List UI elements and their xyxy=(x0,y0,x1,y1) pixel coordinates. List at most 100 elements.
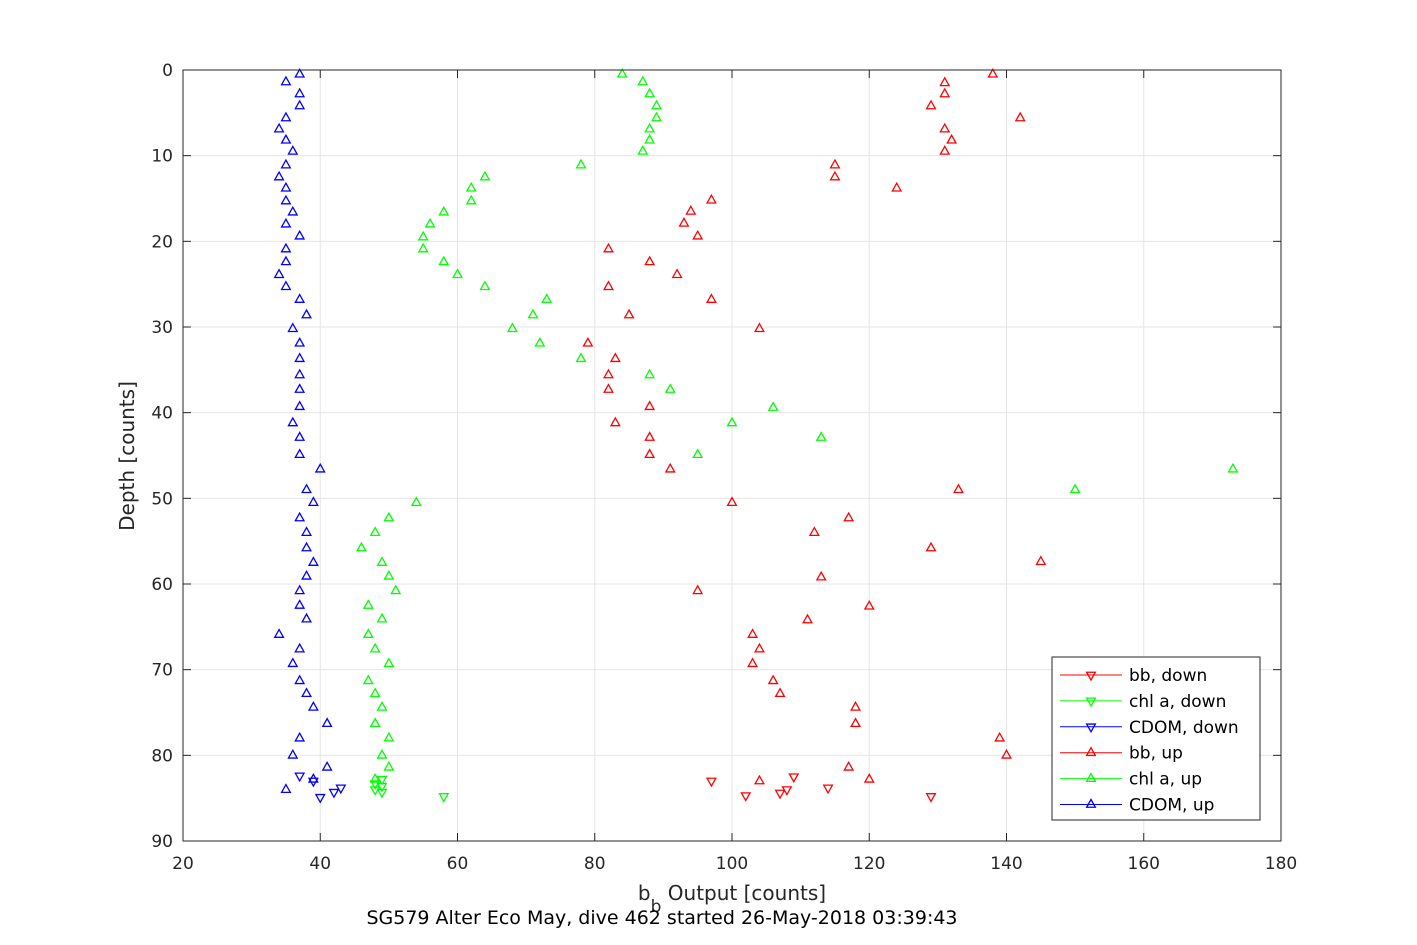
data-point-chl-a-up xyxy=(355,541,367,552)
data-point-chl-a-up xyxy=(383,569,395,580)
data-point-chl-a-down xyxy=(376,788,388,799)
data-point-bb-up xyxy=(1001,749,1012,759)
data-point-bb-up xyxy=(747,657,759,668)
data-point-chl-a-down xyxy=(369,786,381,796)
data-point-bb-up xyxy=(829,158,841,169)
data-point-cdom-up xyxy=(294,368,306,379)
data-point-cdom-up xyxy=(280,194,292,205)
data-point-bb-up xyxy=(815,570,827,581)
y-tick-label: 10 xyxy=(151,147,173,167)
x-tick-label: 160 xyxy=(1128,854,1160,874)
data-point-chl-a-up xyxy=(726,416,738,427)
data-point-chl-a-up xyxy=(575,352,587,363)
data-point-cdom-up xyxy=(294,229,306,240)
data-point-cdom-up xyxy=(280,75,292,86)
data-point-bb-up xyxy=(609,416,621,427)
data-point-chl-a-up xyxy=(479,280,491,291)
x-axis-label: bb Output [counts] xyxy=(638,881,826,917)
data-point-cdom-up xyxy=(273,170,285,181)
data-point-cdom-up xyxy=(287,322,299,333)
data-point-chl-a-up xyxy=(390,584,402,595)
data-point-bb-up xyxy=(609,352,621,363)
data-point-chl-a-up xyxy=(637,75,649,86)
data-point-cdom-up xyxy=(280,133,292,144)
series-bb-down xyxy=(705,773,937,803)
data-point-bb-up xyxy=(678,217,690,227)
data-point-bb-up xyxy=(939,122,951,133)
data-point-cdom-up xyxy=(321,717,333,728)
data-point-cdom-up xyxy=(294,674,306,685)
data-point-chl-a-up xyxy=(1069,483,1081,494)
data-point-cdom-up xyxy=(294,731,306,742)
data-point-chl-a-up xyxy=(1227,462,1239,473)
data-point-chl-a-up xyxy=(452,268,463,279)
data-point-bb-up xyxy=(603,280,614,291)
legend-entry-chl-a-up: chl a, up xyxy=(1060,770,1202,790)
data-point-cdom-up xyxy=(273,268,285,279)
data-point-chl-a-up xyxy=(424,217,436,228)
data-point-cdom-down xyxy=(307,777,319,788)
data-point-chl-a-up xyxy=(376,749,388,759)
data-point-cdom-up xyxy=(294,99,306,110)
legend-entry-bb-down: bb, down xyxy=(1060,666,1207,686)
data-point-cdom-up xyxy=(294,448,306,459)
data-point-cdom-up xyxy=(294,431,306,441)
x-axis-label-subscript: b xyxy=(651,897,662,917)
y-tick-label: 60 xyxy=(151,575,173,595)
data-point-bb-up xyxy=(753,642,765,653)
data-point-bb-up xyxy=(925,99,937,110)
data-point-bb-up xyxy=(644,448,656,459)
data-point-bb-up xyxy=(1035,555,1047,566)
data-point-bb-up xyxy=(891,181,903,192)
legend-marker xyxy=(1085,746,1097,757)
data-point-chl-a-up xyxy=(376,701,388,711)
data-point-cdom-up xyxy=(280,783,292,793)
axis-ticks: 20 40 60 80 100 120 140 160 180 0 10 20 30 40 50 60 70 80… xyxy=(151,61,1297,874)
data-point-cdom-up xyxy=(294,400,306,411)
data-point-chl-a-up xyxy=(465,181,477,192)
data-point-cdom-up xyxy=(307,556,319,566)
data-point-bb-up xyxy=(603,242,614,253)
data-point-bb-down xyxy=(925,793,937,803)
data-point-bb-down xyxy=(822,784,834,795)
x-axis-label-main: b xyxy=(638,881,651,905)
data-point-chl-a-up xyxy=(438,255,450,266)
data-point-chl-a-up xyxy=(664,383,676,393)
data-point-cdom-up xyxy=(301,483,312,494)
data-point-chl-a-up xyxy=(369,687,381,698)
data-point-bb-up xyxy=(664,462,676,473)
data-point-chl-a-up xyxy=(376,556,388,566)
x-tick-label: 20 xyxy=(172,854,194,874)
x-axis-label-rest: Output [counts] xyxy=(661,881,826,905)
legend-entry-cdom-down: CDOM, down xyxy=(1060,718,1239,738)
data-point-chl-a-up xyxy=(506,322,518,333)
data-point-bb-down xyxy=(774,789,786,800)
data-point-bb-up xyxy=(946,133,958,144)
x-tick-label: 120 xyxy=(853,854,885,874)
data-point-cdom-up xyxy=(287,205,299,216)
legend-entry-bb-up: bb, up xyxy=(1060,744,1183,764)
legend-label: chl a, down xyxy=(1129,692,1226,712)
data-point-bb-up xyxy=(753,774,765,785)
data-point-bb-up xyxy=(623,308,635,319)
data-point-cdom-up xyxy=(280,217,292,228)
x-tick-label: 180 xyxy=(1265,854,1297,874)
series-chl-a-up xyxy=(355,67,1239,783)
data-point-cdom-up xyxy=(294,293,306,303)
data-point-chl-a-up xyxy=(417,242,429,253)
series-cdom-up xyxy=(273,67,333,793)
data-point-cdom-up xyxy=(294,599,306,609)
data-point-cdom-down xyxy=(328,788,340,799)
legend-label: chl a, up xyxy=(1129,770,1202,790)
legend-label: CDOM, up xyxy=(1129,796,1214,816)
y-tick-label: 50 xyxy=(151,489,173,509)
data-point-cdom-up xyxy=(294,584,306,595)
data-point-chl-a-up xyxy=(383,760,395,771)
data-point-cdom-up xyxy=(287,416,299,427)
legend-marker xyxy=(1085,723,1097,734)
data-point-cdom-up xyxy=(273,122,285,133)
data-point-cdom-up xyxy=(294,67,306,78)
x-tick-label: 100 xyxy=(716,854,748,874)
data-point-bb-up xyxy=(747,628,759,638)
